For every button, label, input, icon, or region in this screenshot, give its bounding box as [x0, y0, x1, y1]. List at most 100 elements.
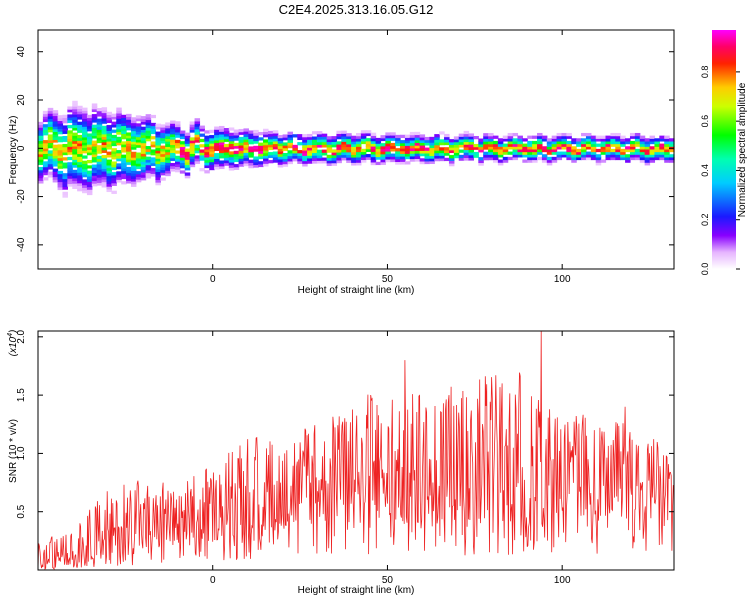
spectrogram-cell: [174, 121, 181, 125]
spectrogram-cell: [385, 132, 391, 136]
spectrogram-cell: [336, 136, 342, 140]
spectrogram-cell: [625, 148, 631, 153]
spectrogram-cell: [590, 156, 597, 161]
spectrogram-cell: [404, 145, 411, 149]
spectrogram-cell: [659, 135, 665, 139]
spectrogram-cell: [551, 146, 558, 150]
spectrogram-cell: [160, 129, 166, 133]
spectrogram-cell: [96, 137, 103, 141]
spectrogram-cell: [356, 151, 362, 155]
spectrogram-cell: [253, 129, 259, 134]
spectrogram-cell: [72, 119, 78, 123]
spectrogram-cell: [219, 139, 225, 143]
spectrogram-cell: [86, 173, 93, 177]
spectrogram-cell: [537, 138, 543, 142]
spectrogram-cell: [126, 145, 132, 149]
spectrogram-cell: [42, 124, 49, 128]
spectrogram-cell: [385, 140, 391, 144]
spectrogram-cell: [228, 146, 235, 150]
spectrogram-cell: [72, 175, 78, 179]
spectrogram-cell: [96, 139, 103, 144]
spectrogram-cell: [170, 139, 176, 143]
spectrogram-cell: [150, 114, 157, 119]
spectrogram-cell: [223, 135, 230, 140]
spectrogram-cell: [605, 148, 611, 153]
snr-series-line: [37, 330, 674, 571]
spectrogram-cell: [233, 156, 240, 160]
spectrogram-cell: [42, 161, 49, 165]
spectrogram-cell: [365, 143, 372, 147]
spectrogram-cell: [321, 160, 328, 164]
spectrogram-cell: [351, 135, 357, 139]
spectrogram-cell: [595, 154, 602, 158]
spectrogram-cell: [174, 145, 181, 149]
spectrogram-cell: [38, 145, 44, 150]
spectrogram-cell: [248, 154, 254, 158]
spectrogram-cell: [57, 146, 64, 151]
spectrogram-cell: [346, 159, 352, 163]
spectrogram-cell: [223, 133, 230, 137]
spectrogram-cell: [439, 149, 445, 154]
spectrogram-cell: [170, 149, 176, 153]
spectrogram-cell: [468, 144, 475, 148]
spectrogram-cell: [664, 156, 670, 161]
spectrogram-cell: [380, 148, 386, 152]
spectrogram-cell: [189, 155, 196, 160]
spectrogram-cell: [649, 140, 656, 145]
spectrogram-cell: [77, 177, 83, 181]
spectrogram-cell: [532, 140, 538, 145]
spectrogram-cell: [321, 138, 328, 143]
spectrogram-cell: [106, 146, 112, 150]
spectrogram-cell: [77, 172, 83, 176]
spectrogram-cell: [590, 151, 597, 155]
spectrogram-cell: [214, 163, 220, 167]
spectrogram-cell: [414, 155, 421, 159]
spectrogram-cell: [67, 148, 73, 153]
spectrogram-cell: [111, 156, 117, 160]
spectrogram-cell: [527, 159, 533, 163]
spectrogram-cell: [179, 157, 186, 161]
spectrogram-cell: [390, 145, 396, 149]
spectrogram-cell: [390, 148, 396, 152]
spectrogram-cell: [150, 152, 157, 156]
spectrogram-cell: [194, 118, 201, 122]
spectrogram-cell: [47, 110, 54, 114]
spectrogram-cell: [571, 146, 577, 150]
spectrogram-cell: [223, 143, 230, 148]
spectrogram-cell: [77, 180, 83, 184]
spectrogram-cell: [267, 130, 274, 135]
spectrogram-cell: [209, 140, 215, 144]
spectrogram-cell: [77, 121, 83, 125]
spectrogram-cell: [189, 137, 196, 141]
spectrogram-cell: [439, 139, 445, 143]
spectrogram-cell: [72, 106, 78, 110]
spectrogram-cell: [165, 167, 171, 171]
spectrogram-cell: [126, 156, 132, 160]
spectrogram-cell: [497, 146, 504, 150]
spectrogram-cell: [375, 140, 382, 144]
spectrogram-cell: [209, 156, 215, 160]
spectrogram-cell: [419, 142, 426, 146]
spectrogram-cell: [302, 134, 308, 138]
spectrogram-cell: [267, 136, 274, 140]
spectrogram-cell: [492, 151, 499, 155]
spectrogram-cell: [62, 178, 68, 182]
spectrogram-cell: [214, 139, 220, 144]
spectrogram-cell: [57, 115, 64, 119]
spectrogram-cell: [248, 141, 254, 145]
spectrogram-cell: [424, 136, 430, 141]
spectrogram-cell: [502, 146, 509, 150]
spectrogram-cell: [145, 151, 152, 155]
spectrogram-cell: [282, 158, 289, 162]
spectrogram-cell: [532, 143, 538, 147]
spectrogram-cell: [644, 146, 651, 150]
spectrogram-cell: [248, 133, 254, 137]
spectrogram-cell: [316, 157, 323, 161]
spectrogram-cell: [370, 153, 377, 158]
spectrogram-cell: [522, 151, 528, 155]
spectrogram-cell: [96, 134, 103, 138]
spectrogram-cell: [72, 153, 78, 158]
spectrogram-cell: [145, 130, 152, 134]
spectrogram-cell: [62, 125, 68, 129]
spectrogram-cell: [238, 147, 245, 151]
